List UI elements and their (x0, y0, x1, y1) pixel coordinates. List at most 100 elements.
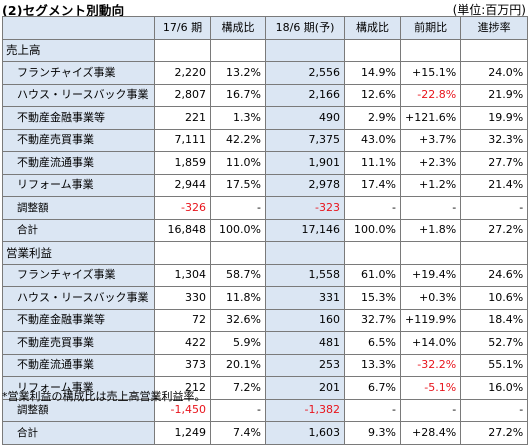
value-cell: 16,848 (154, 218, 211, 242)
value-cell: 330 (154, 286, 211, 310)
table-row: 不動産金融事業等 221 1.3% 490 2.9% +121.6% 19.9% (2, 106, 529, 130)
value-cell: +0.3% (399, 286, 462, 310)
value-cell: 32.6% (210, 308, 266, 332)
table-row: ハウス・リースバック事業 2,807 16.7% 2,166 12.6% -22.8% 21… (2, 83, 529, 107)
value-cell: +28.4% (399, 421, 462, 445)
value-cell: - (399, 196, 462, 220)
value-cell: 1,249 (154, 421, 211, 445)
value-cell: +119.9% (399, 308, 462, 332)
unit-label: (単位:百万円) (452, 3, 526, 17)
value-cell: 17.4% (344, 173, 401, 197)
value-cell: 481 (265, 331, 345, 355)
value-cell: 61.0% (344, 263, 401, 287)
header-ratio-fy18: 構成比 (344, 16, 401, 40)
value-cell: -1,382 (265, 398, 345, 422)
section-label: 売上高 (2, 38, 155, 62)
header-corner (2, 16, 155, 40)
value-cell: 490 (265, 106, 345, 130)
value-cell: 32.3% (460, 128, 529, 152)
value-cell: 58.7% (210, 263, 266, 287)
table-row: フランチャイズ事業 2,220 13.2% 2,556 14.9% +15.1% 24.0% (2, 61, 529, 85)
value-cell: +15.1% (399, 61, 462, 85)
value-cell: 7,111 (154, 128, 211, 152)
value-cell: 2,166 (265, 83, 345, 107)
row-label: 不動産売買事業 (2, 128, 155, 152)
table-row: 不動産流通事業 1,859 11.0% 1,901 11.1% +2.3% 27.7% (2, 151, 529, 175)
value-cell: -22.8% (399, 83, 462, 107)
value-cell: 100.0% (344, 218, 401, 242)
value-cell: 21.9% (460, 83, 529, 107)
empty-cell (210, 241, 266, 265)
value-cell: - (210, 398, 266, 422)
value-cell: +2.3% (399, 151, 462, 175)
value-cell: 10.6% (460, 286, 529, 310)
value-cell: -323 (265, 196, 345, 220)
value-cell: - (210, 196, 266, 220)
row-label: フランチャイズ事業 (2, 61, 155, 85)
row-label: 不動産売買事業 (2, 331, 155, 355)
value-cell: 42.2% (210, 128, 266, 152)
section-label: 営業利益 (2, 241, 155, 265)
empty-cell (460, 241, 529, 265)
table-row: ハウス・リースバック事業 330 11.8% 331 15.3% +0.3% 10.6% (2, 286, 529, 310)
value-cell: +14.0% (399, 331, 462, 355)
value-cell: +1.2% (399, 173, 462, 197)
value-cell: 17,146 (265, 218, 345, 242)
value-cell: -5.1% (399, 376, 462, 400)
value-cell: 422 (154, 331, 211, 355)
header-ratio-fy17: 構成比 (210, 16, 266, 40)
value-cell: 6.5% (344, 331, 401, 355)
value-cell: 1.3% (210, 106, 266, 130)
row-label: ハウス・リースバック事業 (2, 286, 155, 310)
footnote: *営業利益の構成比は売上高営業利益率。 (2, 390, 206, 403)
segment-table: 17/6 期 構成比 18/6 期(予) 構成比 前期比 進捗率 売上高 フランチ… (2, 16, 529, 445)
section-title: (2)セグメント別動向 (2, 3, 125, 18)
empty-cell (399, 38, 462, 62)
header-row: 17/6 期 構成比 18/6 期(予) 構成比 前期比 進捗率 (2, 16, 529, 40)
table-body: 売上高 フランチャイズ事業 2,220 13.2% 2,556 14.9% +15.1% 24… (2, 38, 529, 445)
row-label: リフォーム事業 (2, 376, 155, 400)
value-cell: 13.3% (344, 353, 401, 377)
empty-cell (399, 241, 462, 265)
value-cell: 6.7% (344, 376, 401, 400)
table-row: 合計 16,848 100.0% 17,146 100.0% +1.8% 27.2% (2, 218, 529, 242)
header-fy17: 17/6 期 (154, 16, 211, 40)
row-label: リフォーム事業 (2, 173, 155, 197)
value-cell: 24.6% (460, 263, 529, 287)
value-cell: - (460, 196, 529, 220)
table-row: 合計 1,249 7.4% 1,603 9.3% +28.4% 27.2% (2, 421, 529, 445)
table-row: 不動産売買事業 422 5.9% 481 6.5% +14.0% 52.7% (2, 331, 529, 355)
value-cell: 2,556 (265, 61, 345, 85)
value-cell: 7,375 (265, 128, 345, 152)
value-cell: 18.4% (460, 308, 529, 332)
value-cell: 2,944 (154, 173, 211, 197)
value-cell: 1,304 (154, 263, 211, 287)
value-cell: +121.6% (399, 106, 462, 130)
value-cell: 2,220 (154, 61, 211, 85)
value-cell: 2,978 (265, 173, 345, 197)
value-cell: 7.4% (210, 421, 266, 445)
row-label: 不動産金融事業等 (2, 106, 155, 130)
value-cell: 15.3% (344, 286, 401, 310)
value-cell: 1,603 (265, 421, 345, 445)
value-cell: - (460, 398, 529, 422)
header-yoy: 前期比 (399, 16, 462, 40)
table-row: 不動産金融事業等 72 32.6% 160 32.7% +119.9% 18.4% (2, 308, 529, 332)
value-cell: 253 (265, 353, 345, 377)
table-row: リフォーム事業 2,944 17.5% 2,978 17.4% +1.2% 21.4% (2, 173, 529, 197)
value-cell: 2,807 (154, 83, 211, 107)
value-cell: 19.9% (460, 106, 529, 130)
value-cell: 11.0% (210, 151, 266, 175)
value-cell: 55.1% (460, 353, 529, 377)
value-cell: 201 (265, 376, 345, 400)
value-cell: -32.2% (399, 353, 462, 377)
value-cell: - (399, 398, 462, 422)
value-cell: +19.4% (399, 263, 462, 287)
value-cell: 21.4% (460, 173, 529, 197)
value-cell: 331 (265, 286, 345, 310)
value-cell: 27.2% (460, 421, 529, 445)
empty-cell (154, 38, 211, 62)
value-cell: 17.5% (210, 173, 266, 197)
value-cell: -326 (154, 196, 211, 220)
row-label: 合計 (2, 218, 155, 242)
